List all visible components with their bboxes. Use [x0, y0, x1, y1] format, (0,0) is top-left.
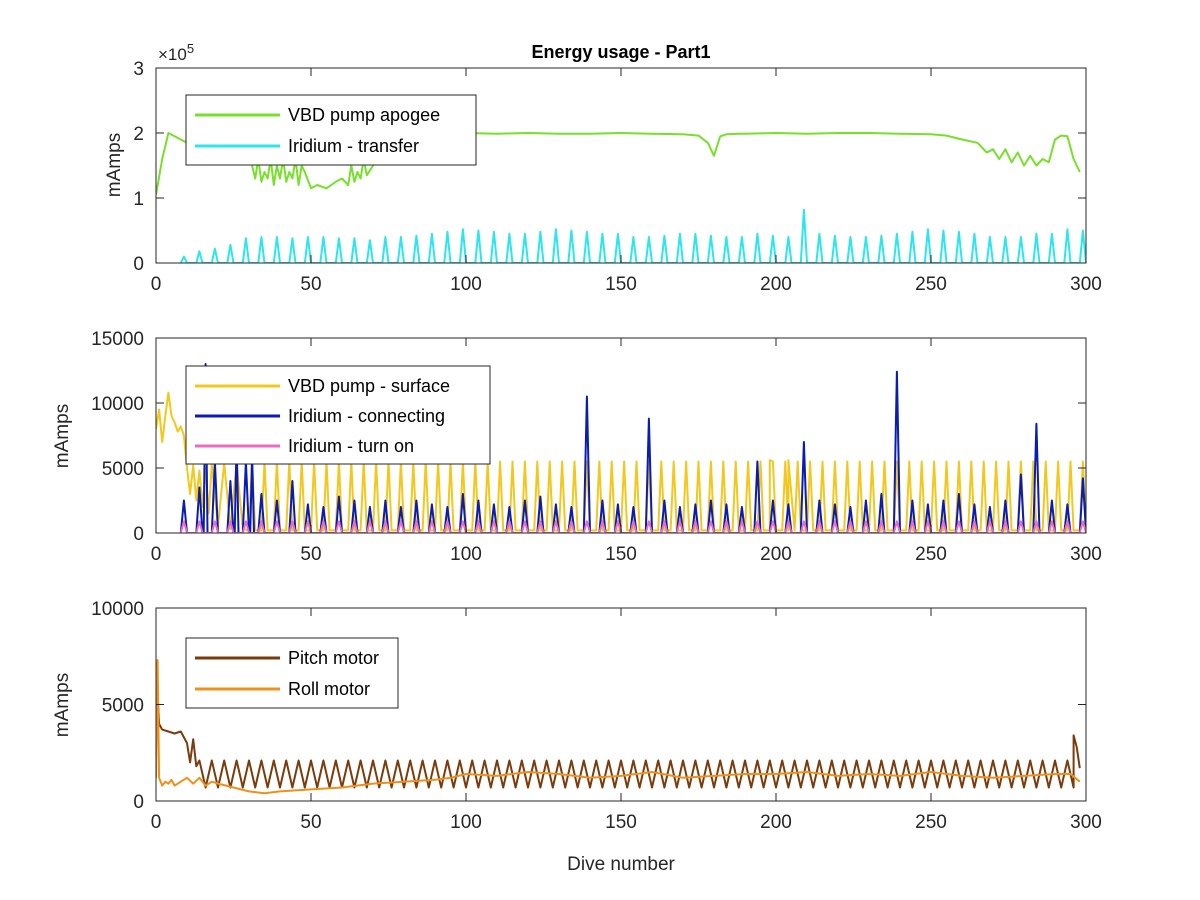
legend-box: [185, 637, 399, 709]
x-tick-label: 200: [760, 544, 792, 565]
y-tick-label: 5000: [102, 696, 144, 717]
x-tick-label: 50: [300, 274, 321, 295]
x-tick-label: 300: [1070, 812, 1102, 833]
x-tick-label: 0: [151, 544, 162, 565]
y-axis-label-1: mAmps: [104, 133, 125, 197]
y-tick-label: 0: [133, 254, 144, 275]
series-line-iridium-turn-on: [179, 520, 1086, 533]
series-line-iridium-transfer: [179, 208, 1086, 263]
x-tick-label: 150: [605, 812, 637, 833]
x-tick-label: 250: [915, 544, 947, 565]
x-tick-label: 0: [151, 812, 162, 833]
series-group: [156, 659, 1081, 795]
x-tick-label: 100: [450, 544, 482, 565]
y-tick-label: 2: [133, 124, 144, 145]
x-tick-label: 300: [1070, 544, 1102, 565]
y-tick-label: 10000: [91, 599, 144, 620]
x-tick-label: 100: [450, 812, 482, 833]
chart-title: Energy usage - Part1: [531, 42, 710, 62]
x-tick-label: 150: [605, 544, 637, 565]
legend-label: VBD pump - surface: [288, 376, 450, 396]
legend-label: Iridium - transfer: [288, 136, 419, 156]
x-tick-label: 250: [915, 812, 947, 833]
panel-energy-bottom: mAmps Dive number 0 50 100 150 200 250 300 0 500…: [52, 599, 1102, 875]
x-tick-label: 50: [300, 544, 321, 565]
y-tick-label: 10000: [91, 394, 144, 415]
y-axis-label-3: mAmps: [52, 673, 73, 737]
x-tick-label: 100: [450, 274, 482, 295]
panel-energy-middle: mAmps 0 50 100 150 200 250 300 0 5000 10000 15000 V…: [52, 329, 1102, 565]
series-line-roll-motor: [156, 659, 1081, 795]
legend-label: Roll motor: [288, 679, 370, 699]
y-tick-label: 5000: [102, 459, 144, 480]
y-exponent-label: ×105: [158, 41, 194, 64]
series-line-pitch-motor: [156, 661, 1081, 789]
y-axis-label-2: mAmps: [52, 404, 73, 468]
x-tick-label: 300: [1070, 274, 1102, 295]
y-exponent-base: ×10: [158, 45, 187, 64]
x-tick-label: 200: [760, 812, 792, 833]
y-tick-label: 15000: [91, 329, 144, 350]
legend-box: [185, 94, 477, 166]
series-line-iridium-connecting: [179, 363, 1086, 533]
y-tick-label: 0: [133, 792, 144, 813]
x-tick-label: 0: [151, 274, 162, 295]
x-axis-label: Dive number: [567, 854, 675, 875]
x-tick-label: 50: [300, 812, 321, 833]
y-exponent-power: 5: [187, 41, 194, 56]
legend-label: Iridium - turn on: [288, 436, 414, 456]
legend-label: Iridium - connecting: [288, 406, 445, 426]
x-tick-label: 200: [760, 274, 792, 295]
x-tick-label: 250: [915, 274, 947, 295]
y-tick-label: 1: [133, 189, 144, 210]
panel-energy-top: Energy usage - Part1 ×105 mAmps 0 50 100 15…: [104, 41, 1102, 295]
y-tick-label: 3: [133, 59, 144, 80]
series-group: [156, 363, 1086, 533]
y-tick-label: 0: [133, 524, 144, 545]
legend-label: VBD pump apogee: [288, 105, 440, 125]
x-tick-label: 150: [605, 274, 637, 295]
legend-label: Pitch motor: [288, 648, 379, 668]
